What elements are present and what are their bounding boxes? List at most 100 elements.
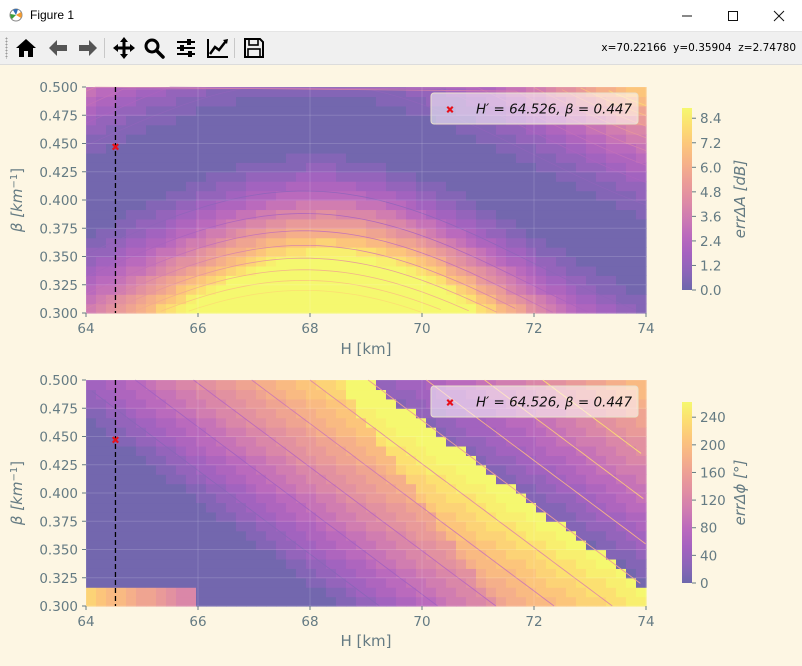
contour-cell — [86, 398, 97, 409]
contour-cell — [586, 190, 597, 201]
contour-cell — [176, 530, 187, 541]
contour-cell — [136, 228, 147, 239]
y-tick-label: 0.450 — [39, 137, 78, 153]
contour-cell — [216, 398, 227, 409]
contour-cell — [216, 587, 227, 598]
contour-cell — [416, 380, 427, 391]
contour-cell — [526, 558, 537, 569]
contour-cell — [416, 124, 427, 135]
contour-cell — [476, 162, 487, 173]
close-button[interactable] — [756, 0, 802, 31]
contour-cell — [426, 218, 437, 229]
contour-cell — [446, 568, 457, 579]
contour-cell — [596, 124, 607, 135]
contour-cell — [156, 190, 167, 201]
contour-cell — [306, 256, 317, 267]
zoom-button[interactable] — [141, 35, 167, 61]
contour-cell — [336, 124, 347, 135]
marker-x — [111, 143, 119, 151]
contour-cell — [446, 200, 457, 211]
contour-cell — [476, 275, 487, 286]
configure-subplots-button[interactable] — [173, 35, 199, 61]
contour-cell — [416, 265, 427, 276]
contour-cell — [506, 209, 517, 220]
contour-cell — [206, 445, 217, 456]
contour-cell — [596, 577, 607, 588]
maximize-button[interactable] — [710, 0, 756, 31]
contour-cell — [456, 171, 467, 182]
contour-cell — [206, 568, 217, 579]
contour-cell — [356, 558, 367, 569]
contour-cell — [416, 540, 427, 551]
contour-cell — [566, 474, 577, 485]
contour-cell — [156, 436, 167, 447]
contour-cell — [166, 464, 177, 475]
contour-cell — [496, 568, 507, 579]
contour-cell — [276, 275, 287, 286]
contour-cell — [146, 87, 157, 98]
contour-cell — [496, 445, 507, 456]
contour-cell — [486, 427, 497, 438]
contour-cell — [256, 124, 267, 135]
back-button[interactable] — [45, 35, 71, 61]
contour-cell — [266, 284, 277, 295]
contour-cell — [166, 408, 177, 419]
contour-cell — [476, 493, 487, 504]
figure-canvas[interactable]: 64 66 68 70 72 740.3000.3250.3500.3750.4000.4… — [0, 65, 802, 666]
contour-cell — [616, 445, 627, 456]
contour-cell — [236, 96, 247, 107]
contour-cell — [586, 124, 597, 135]
contour-cell — [86, 152, 97, 163]
contour-cell — [566, 237, 577, 248]
contour-cell — [176, 143, 187, 154]
contour-cell — [86, 568, 97, 579]
contour-cell — [426, 162, 437, 173]
contour-cell — [366, 275, 377, 286]
contour-cell — [346, 596, 357, 607]
contour-cell — [336, 247, 347, 258]
contour-cell — [356, 209, 367, 220]
contour-cell — [256, 190, 267, 201]
contour-cell — [436, 124, 447, 135]
contour-cell — [326, 568, 337, 579]
contour-cell — [586, 558, 597, 569]
contour-cell — [386, 380, 397, 391]
contour-cell — [386, 521, 397, 532]
minimize-button[interactable] — [664, 0, 710, 31]
forward-button[interactable] — [75, 35, 101, 61]
contour-cell — [306, 521, 317, 532]
contour-cell — [196, 218, 207, 229]
contour-cell — [326, 303, 337, 314]
contour-cell — [316, 455, 327, 466]
contour-cell — [566, 124, 577, 135]
contour-cell — [106, 162, 117, 173]
contour-cell — [436, 427, 447, 438]
contour-cell — [376, 218, 387, 229]
contour-cell — [406, 577, 417, 588]
contour-cell — [126, 455, 137, 466]
contour-cell — [426, 445, 437, 456]
contour-cell — [566, 445, 577, 456]
contour-cell — [296, 540, 307, 551]
contour-cell — [386, 540, 397, 551]
save-button[interactable] — [241, 35, 267, 61]
contour-cell — [436, 190, 447, 201]
y-tick-label: 0.350 — [39, 543, 78, 559]
contour-cell — [626, 256, 637, 267]
contour-cell — [106, 105, 117, 116]
contour-cell — [196, 558, 207, 569]
contour-cell — [596, 436, 607, 447]
contour-cell — [316, 398, 327, 409]
contour-cell — [146, 540, 157, 551]
contour-cell — [146, 209, 157, 220]
contour-cell — [136, 521, 147, 532]
pan-button[interactable] — [111, 35, 137, 61]
contour-cell — [366, 398, 377, 409]
contour-cell — [466, 181, 477, 192]
edit-axis-button[interactable] — [205, 35, 231, 61]
contour-cell — [306, 200, 317, 211]
contour-cell — [136, 389, 147, 400]
contour-cell — [96, 436, 107, 447]
contour-cell — [276, 558, 287, 569]
home-button[interactable] — [13, 35, 39, 61]
